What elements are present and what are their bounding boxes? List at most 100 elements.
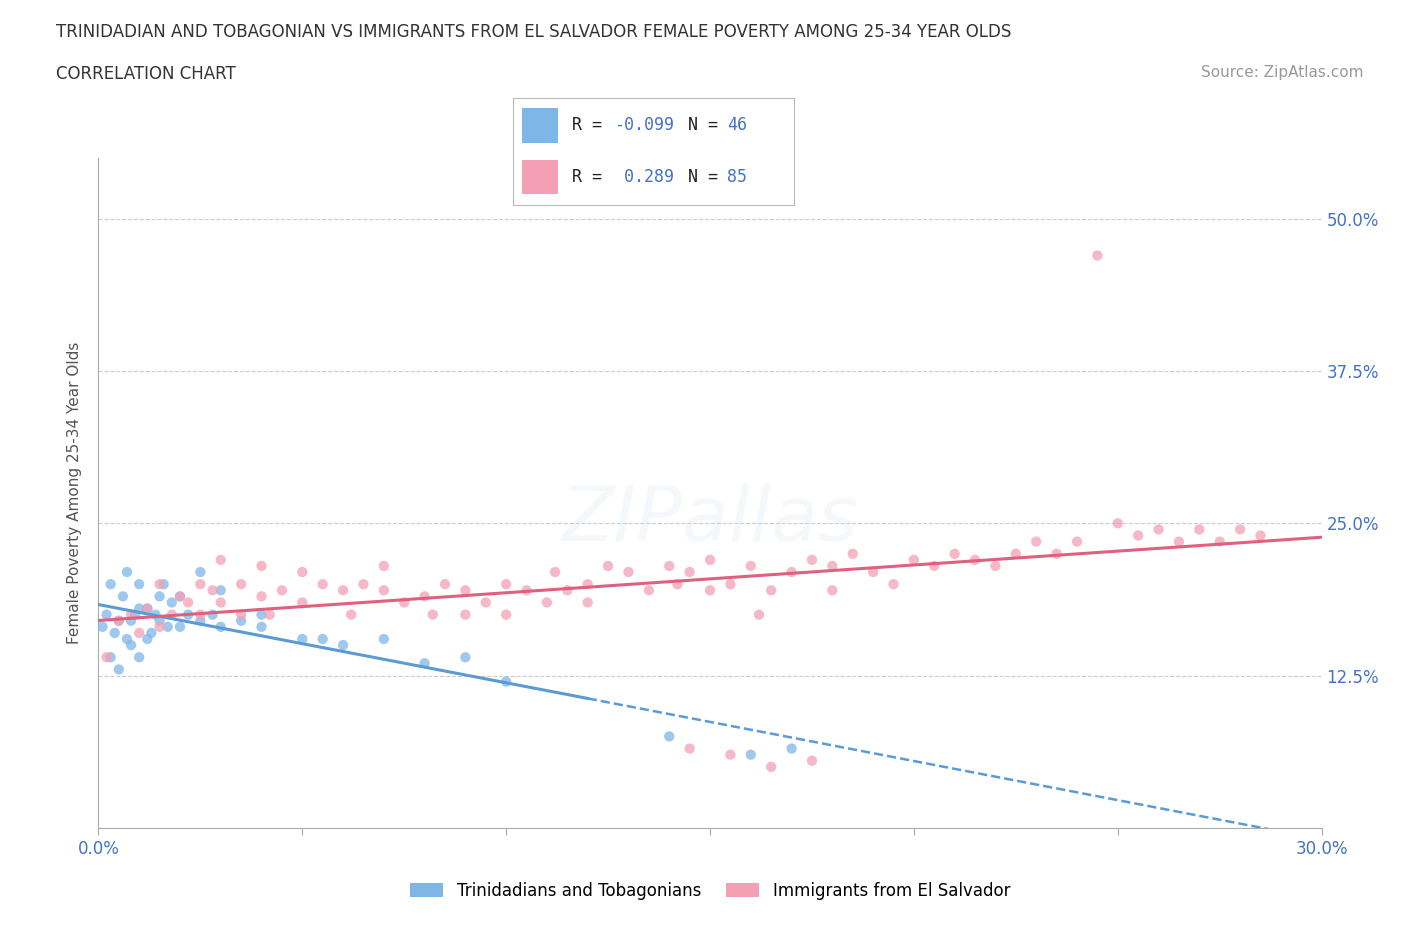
Point [136, 601, 159, 616]
Point [413, 656, 436, 671]
Point [495, 577, 517, 591]
Text: R =: R = [572, 116, 602, 135]
Point [1107, 516, 1129, 531]
Point [780, 565, 803, 579]
Point [801, 753, 824, 768]
Point [495, 607, 517, 622]
Text: N =: N = [688, 116, 717, 135]
Y-axis label: Female Poverty Among 25-34 Year Olds: Female Poverty Among 25-34 Year Olds [67, 341, 83, 644]
Point [1167, 534, 1189, 549]
Point [291, 631, 314, 646]
Point [922, 559, 945, 574]
Text: N =: N = [688, 167, 717, 186]
Point [984, 559, 1007, 574]
Point [188, 565, 212, 579]
Point [1229, 522, 1251, 537]
Point [516, 583, 538, 598]
Text: CORRELATION CHART: CORRELATION CHART [56, 65, 236, 83]
Point [454, 607, 477, 622]
Point [169, 589, 191, 604]
Point [250, 619, 273, 634]
Point [188, 577, 212, 591]
Point [177, 607, 200, 622]
Point [544, 565, 567, 579]
Point [149, 613, 172, 628]
Point [136, 601, 159, 616]
Point [1188, 522, 1211, 537]
Point [638, 583, 661, 598]
Point [679, 565, 702, 579]
Point [108, 613, 131, 628]
Point [149, 577, 172, 591]
Point [699, 583, 721, 598]
Point [340, 607, 363, 622]
Point [862, 565, 884, 579]
Point [120, 607, 142, 622]
Point [270, 583, 294, 598]
Point [761, 760, 783, 775]
Point [152, 577, 174, 591]
Point [1128, 528, 1150, 543]
Point [943, 546, 966, 561]
Point [128, 650, 150, 665]
Point [120, 613, 142, 628]
Point [413, 589, 436, 604]
Point [128, 577, 150, 591]
Point [312, 631, 335, 646]
Point [250, 607, 273, 622]
Point [160, 595, 183, 610]
Point [201, 583, 224, 598]
Point [666, 577, 689, 591]
Point [1004, 546, 1026, 561]
Point [740, 747, 762, 762]
Point [250, 559, 273, 574]
Point [156, 619, 179, 634]
Point [1209, 534, 1232, 549]
Point [748, 607, 770, 622]
Point [209, 619, 232, 634]
Point [104, 626, 127, 641]
Text: 46: 46 [727, 116, 747, 135]
Point [352, 577, 374, 591]
Point [160, 607, 183, 622]
Point [115, 565, 138, 579]
Point [1147, 522, 1170, 537]
Point [108, 613, 131, 628]
Point [145, 607, 167, 622]
Point [422, 607, 444, 622]
Point [373, 583, 395, 598]
Point [231, 577, 253, 591]
Point [576, 577, 599, 591]
Point [373, 559, 395, 574]
Point [821, 559, 844, 574]
Point [699, 552, 721, 567]
Point [658, 559, 681, 574]
Text: Source: ZipAtlas.com: Source: ZipAtlas.com [1201, 65, 1364, 80]
Text: 0.289: 0.289 [614, 167, 675, 186]
Point [124, 607, 146, 622]
Point [434, 577, 457, 591]
Point [780, 741, 803, 756]
Text: -0.099: -0.099 [614, 116, 675, 135]
Point [111, 589, 134, 604]
Point [740, 559, 762, 574]
Point [1045, 546, 1069, 561]
Point [801, 552, 824, 567]
Point [312, 577, 335, 591]
Point [100, 650, 122, 665]
Point [201, 607, 224, 622]
Point [761, 583, 783, 598]
Point [679, 741, 702, 756]
Point [96, 650, 118, 665]
Point [965, 552, 987, 567]
Point [1066, 534, 1088, 549]
Point [209, 552, 232, 567]
Point [658, 729, 681, 744]
Point [128, 601, 150, 616]
Point [177, 595, 200, 610]
Point [1249, 528, 1271, 543]
Point [454, 583, 477, 598]
Point [188, 607, 212, 622]
Point [332, 638, 354, 653]
Point [149, 589, 172, 604]
